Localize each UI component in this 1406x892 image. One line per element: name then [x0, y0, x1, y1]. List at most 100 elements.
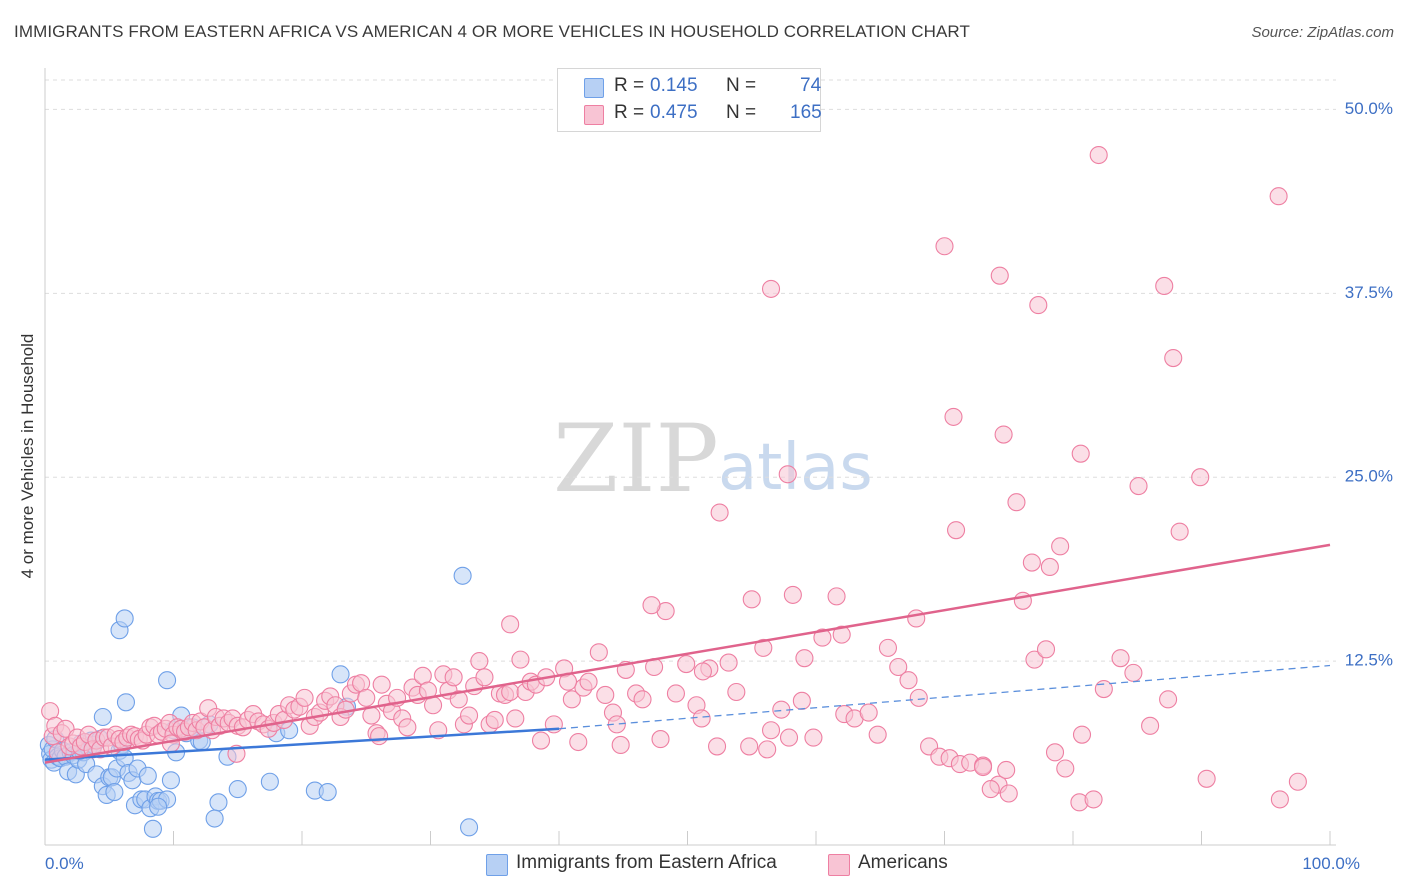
americans-point — [742, 590, 761, 609]
americans-point — [531, 731, 551, 750]
legend-r-value: 0.145 — [650, 75, 698, 96]
americans-point — [357, 688, 376, 707]
americans-point — [994, 425, 1013, 444]
americans-point — [596, 685, 615, 704]
americans-point — [935, 237, 954, 256]
americans-point — [1022, 553, 1041, 572]
eastern-africa-point — [228, 780, 247, 799]
eastern-africa-point — [149, 797, 168, 816]
eastern-africa-point — [115, 609, 134, 628]
americans-point — [511, 650, 530, 669]
x-tick-label: 100.0% — [1302, 854, 1360, 873]
watermark-atlas: atlas — [718, 431, 873, 505]
bottom-legend-label: Americans — [858, 852, 948, 873]
eastern-africa-point — [205, 809, 224, 828]
americans-point — [944, 407, 963, 426]
americans-point — [754, 638, 773, 657]
americans-point — [997, 760, 1016, 780]
legend: R = 0.145 N = 74 R = 0.475 N = 165 — [557, 68, 822, 132]
americans-point — [804, 728, 823, 747]
americans-point — [1269, 187, 1288, 206]
americans-point — [677, 654, 696, 674]
americans-point — [562, 690, 581, 709]
eastern-africa-point — [93, 707, 112, 727]
americans-point — [1111, 649, 1130, 668]
legend-r-label: R = — [614, 102, 645, 123]
americans-point — [783, 585, 802, 604]
americans-point — [795, 649, 814, 668]
legend-r-value: 0.475 — [650, 102, 698, 123]
americans-point — [1072, 725, 1092, 744]
americans-point — [778, 465, 797, 484]
americans-point — [1124, 663, 1143, 682]
trend-line-eastern-africa-extension — [558, 664, 1331, 730]
americans-point — [692, 709, 711, 728]
americans-point — [981, 780, 1000, 799]
eastern-africa-point — [161, 771, 180, 790]
americans-point — [899, 671, 918, 690]
chart-title: IMMIGRANTS FROM EASTERN AFRICA VS AMERIC… — [14, 22, 970, 41]
y-tick-label: 25.0% — [1345, 467, 1393, 486]
eastern-africa-point — [158, 671, 177, 690]
americans-point — [569, 732, 588, 752]
americans-point — [813, 628, 832, 647]
tick-labels: 12.5% 25.0% 37.5% 50.0% 0.0% 100.0% — [45, 99, 1393, 873]
series-eastern-africa-points — [39, 566, 479, 838]
americans-point — [907, 609, 926, 628]
americans-point — [362, 706, 381, 725]
americans-point — [429, 721, 448, 740]
americans-point — [1025, 650, 1044, 669]
americans-point — [779, 728, 799, 747]
americans-point — [1288, 772, 1307, 791]
americans-point — [1270, 790, 1289, 809]
y-tick-label: 37.5% — [1345, 283, 1393, 302]
americans-point — [501, 615, 520, 634]
americans-point — [710, 503, 729, 522]
americans-point — [1036, 640, 1056, 659]
eastern-africa-point — [318, 782, 337, 802]
legend-swatch-eastern-africa — [584, 78, 604, 98]
legend-r-label: R = — [614, 75, 645, 96]
legend-n-label: N = — [726, 75, 757, 96]
trend-lines — [44, 543, 1331, 764]
americans-point — [579, 672, 598, 691]
americans-point — [642, 596, 661, 615]
legend-n-value: 165 — [790, 102, 822, 123]
americans-point — [832, 625, 851, 644]
americans-point — [398, 718, 417, 737]
americans-point — [485, 710, 504, 730]
americans-point — [449, 690, 468, 709]
series-americans-points — [41, 145, 1307, 812]
eastern-africa-point — [260, 772, 279, 791]
americans-point — [633, 690, 652, 709]
source-label: Source: ZipAtlas.com — [1251, 24, 1394, 41]
trend-line-americans — [44, 543, 1331, 764]
bottom-legend-swatch-americans — [828, 854, 850, 876]
grid-lines — [45, 79, 1336, 662]
americans-point — [1029, 296, 1048, 315]
americans-point — [424, 696, 443, 715]
americans-point — [611, 735, 630, 755]
americans-point — [792, 691, 811, 710]
americans-point — [727, 682, 746, 702]
americans-point — [1045, 743, 1065, 762]
x-tick-label: 0.0% — [45, 854, 84, 873]
y-tick-label: 50.0% — [1345, 99, 1393, 118]
americans-point — [693, 662, 712, 681]
americans-point — [475, 668, 494, 687]
americans-point — [1164, 348, 1183, 368]
americans-point — [370, 727, 389, 746]
americans-point — [1056, 759, 1075, 778]
eastern-africa-point — [209, 793, 228, 812]
americans-point — [506, 709, 525, 728]
americans-point — [999, 784, 1018, 803]
eastern-africa-point — [116, 693, 136, 712]
americans-point — [719, 653, 738, 672]
legend-swatch-americans — [584, 105, 604, 125]
americans-point — [990, 266, 1009, 285]
americans-point — [1129, 476, 1148, 496]
americans-point — [651, 730, 670, 749]
americans-point — [1007, 493, 1026, 512]
americans-point — [1071, 444, 1090, 463]
